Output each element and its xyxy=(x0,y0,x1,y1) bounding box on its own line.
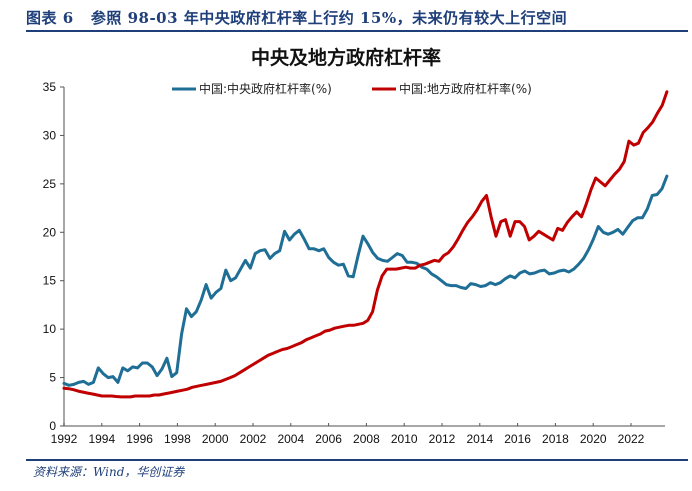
figure-caption: 参照 98-03 年中央政府杠杆率上行约 15%，未来仍有较大上行空间 xyxy=(90,9,568,27)
series-group xyxy=(62,90,669,399)
x-tick-label: 2002 xyxy=(240,432,267,446)
chart-title: 中央及地方政府杠杆率 xyxy=(251,46,441,69)
y-tick-label: 15 xyxy=(43,274,57,288)
x-tick-label: 2012 xyxy=(429,432,456,446)
y-tick-label: 30 xyxy=(43,128,57,142)
x-tick-label: 2010 xyxy=(391,432,418,446)
x-tick-label: 1996 xyxy=(126,432,153,446)
y-tick-label: 0 xyxy=(49,419,56,433)
legend: 中国:中央政府杠杆率(%) 中国:地方政府杠杆率(%) xyxy=(172,81,532,96)
x-tick-label: 2008 xyxy=(353,432,380,446)
series-line-local-government xyxy=(62,90,669,399)
x-tick-label: 2016 xyxy=(504,432,531,446)
y-tick-label: 5 xyxy=(49,371,56,385)
axes: 0 5 10 15 20 25 30 35 1992 1994 1996 1998 2000 2002 2… xyxy=(43,80,665,446)
figure-header: 图表 6 参照 98-03 年中央政府杠杆率上行约 15%，未来仍有较大上行空间 xyxy=(26,4,688,30)
figure-title: 图表 6 参照 98-03 年中央政府杠杆率上行约 15%，未来仍有较大上行空间 xyxy=(26,7,567,28)
header-divider xyxy=(26,30,688,32)
legend-item-local[interactable]: 中国:地方政府杠杆率(%) xyxy=(372,81,532,96)
legend-label-central: 中国:中央政府杠杆率(%) xyxy=(199,81,332,96)
legend-label-local: 中国:地方政府杠杆率(%) xyxy=(399,81,532,96)
y-tick-label: 10 xyxy=(43,322,57,336)
x-tick-label: 2004 xyxy=(277,432,304,446)
x-tick-label: 2000 xyxy=(202,432,229,446)
x-tick-label: 2018 xyxy=(542,432,569,446)
x-tick-label: 1994 xyxy=(88,432,115,446)
x-tick-label: 2020 xyxy=(580,432,607,446)
y-tick-label: 35 xyxy=(43,80,57,94)
source-note: 资料来源：Wind，华创证券 xyxy=(33,465,185,479)
y-ticks: 0 5 10 15 20 25 30 35 xyxy=(43,80,64,433)
x-ticks: 1992 1994 1996 1998 2000 2002 2004 2006 2008 2010… xyxy=(51,423,645,446)
legend-item-central[interactable]: 中国:中央政府杠杆率(%) xyxy=(172,81,332,96)
x-tick-label: 2014 xyxy=(466,432,493,446)
x-tick-label: 2022 xyxy=(618,432,645,446)
y-tick-label: 25 xyxy=(43,177,57,191)
x-tick-label: 2006 xyxy=(315,432,342,446)
x-tick-label: 1992 xyxy=(51,432,78,446)
y-tick-label: 20 xyxy=(43,225,57,239)
series-line-central-government xyxy=(62,174,669,387)
figure-label: 图表 6 xyxy=(26,9,74,27)
x-tick-label: 1998 xyxy=(164,432,191,446)
footer-divider xyxy=(26,459,688,461)
